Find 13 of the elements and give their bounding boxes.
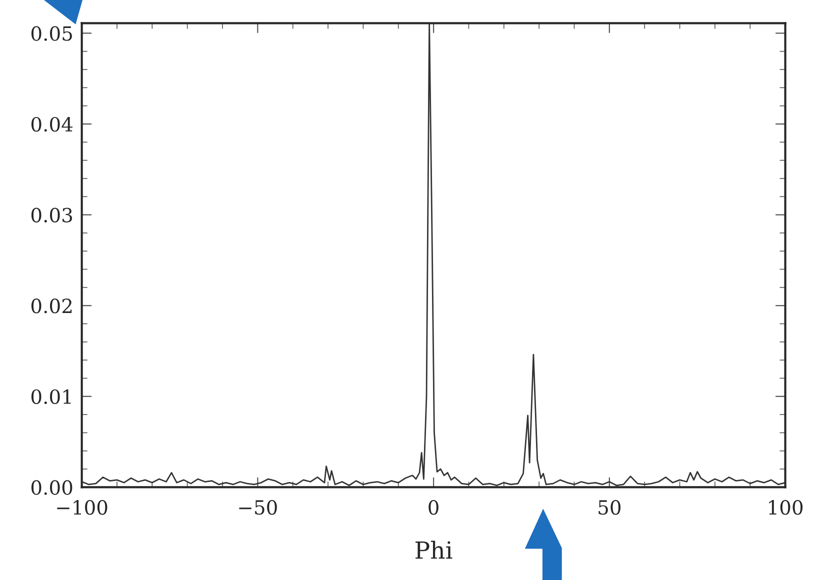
y-tick-label: 0.05 [31,26,72,41]
x-tick-label: 50 [598,500,620,515]
y-tick-label: 0.00 [31,480,72,495]
y-tick-label: 0.01 [31,389,71,404]
x-tick-label: −100 [57,500,108,515]
x-axis-title: Phi [416,540,452,559]
y-tick-label: 0.02 [31,298,72,314]
x-tick-label: 0 [428,500,438,515]
y-tick-label: 0.03 [31,208,72,222]
x-tick-label: 100 [769,500,803,515]
line-series [82,23,786,486]
x-tick-label: −50 [239,500,277,515]
y-tick-label: 0.04 [31,116,72,132]
